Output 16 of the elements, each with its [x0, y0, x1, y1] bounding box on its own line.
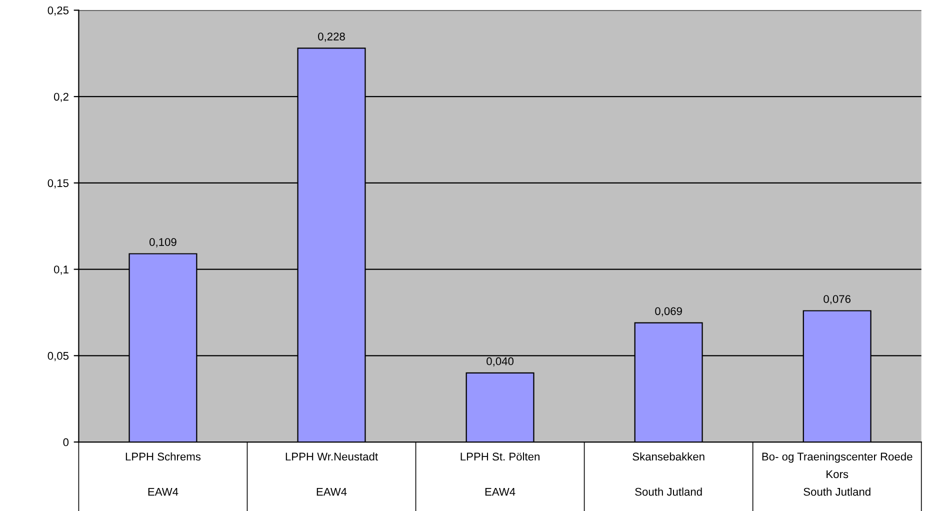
- data-label: 0,228: [318, 32, 345, 42]
- category-label: LPPH Wr.Neustadt EAW4: [286, 452, 378, 496]
- category-label: LPPH Schrems EAW4: [126, 452, 201, 496]
- data-label: 0,076: [824, 295, 851, 304]
- y-tick-label: 0,2: [54, 92, 68, 102]
- data-label: 0,069: [655, 307, 682, 316]
- x-tick-label: Bo- og Traeningscenter Roede Kors South Jutland: [762, 452, 912, 496]
- category-label: LPPH St. Pölten EAW4: [460, 452, 540, 496]
- y-tick-label: 0,25: [48, 6, 69, 16]
- y-tick-label: 0: [63, 438, 69, 446]
- data-label: 0,109: [150, 238, 176, 248]
- y-tick-label: 0,15: [48, 179, 69, 188]
- y-tick-label: 0,1: [54, 266, 68, 275]
- category-label: Skansebakken South Jutland: [632, 452, 704, 496]
- y-tick-label: 0,05: [48, 352, 69, 362]
- data-label: 0,040: [486, 357, 514, 366]
